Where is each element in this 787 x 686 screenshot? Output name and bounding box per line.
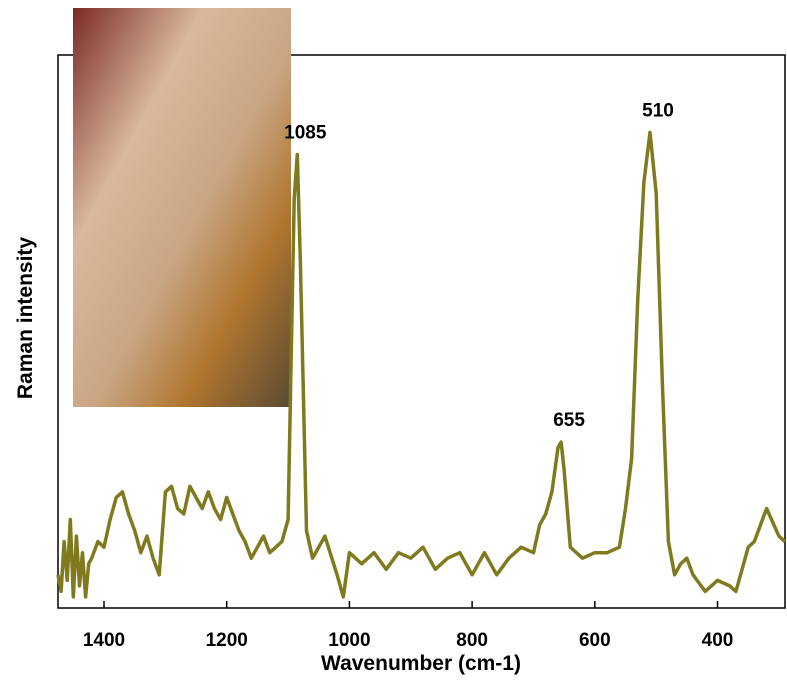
peak-label: 655 [553,410,585,431]
x-tick-label: 1200 [206,630,248,651]
x-tick-label: 800 [456,630,488,651]
peak-label: 510 [642,100,674,121]
chart: Raman intensity Wavenumber (cm-1) 1400 12… [0,0,787,686]
x-tick-label: 1400 [83,630,125,651]
x-tick-label: 1000 [328,630,370,651]
inset-painting [73,8,291,407]
x-tick-label: 400 [702,630,734,651]
x-axis-label: Wavenumber (cm-1) [321,652,521,675]
peak-label: 1085 [284,123,327,144]
y-axis-label: Raman intensity [14,237,37,400]
x-tick-label: 600 [579,630,611,651]
